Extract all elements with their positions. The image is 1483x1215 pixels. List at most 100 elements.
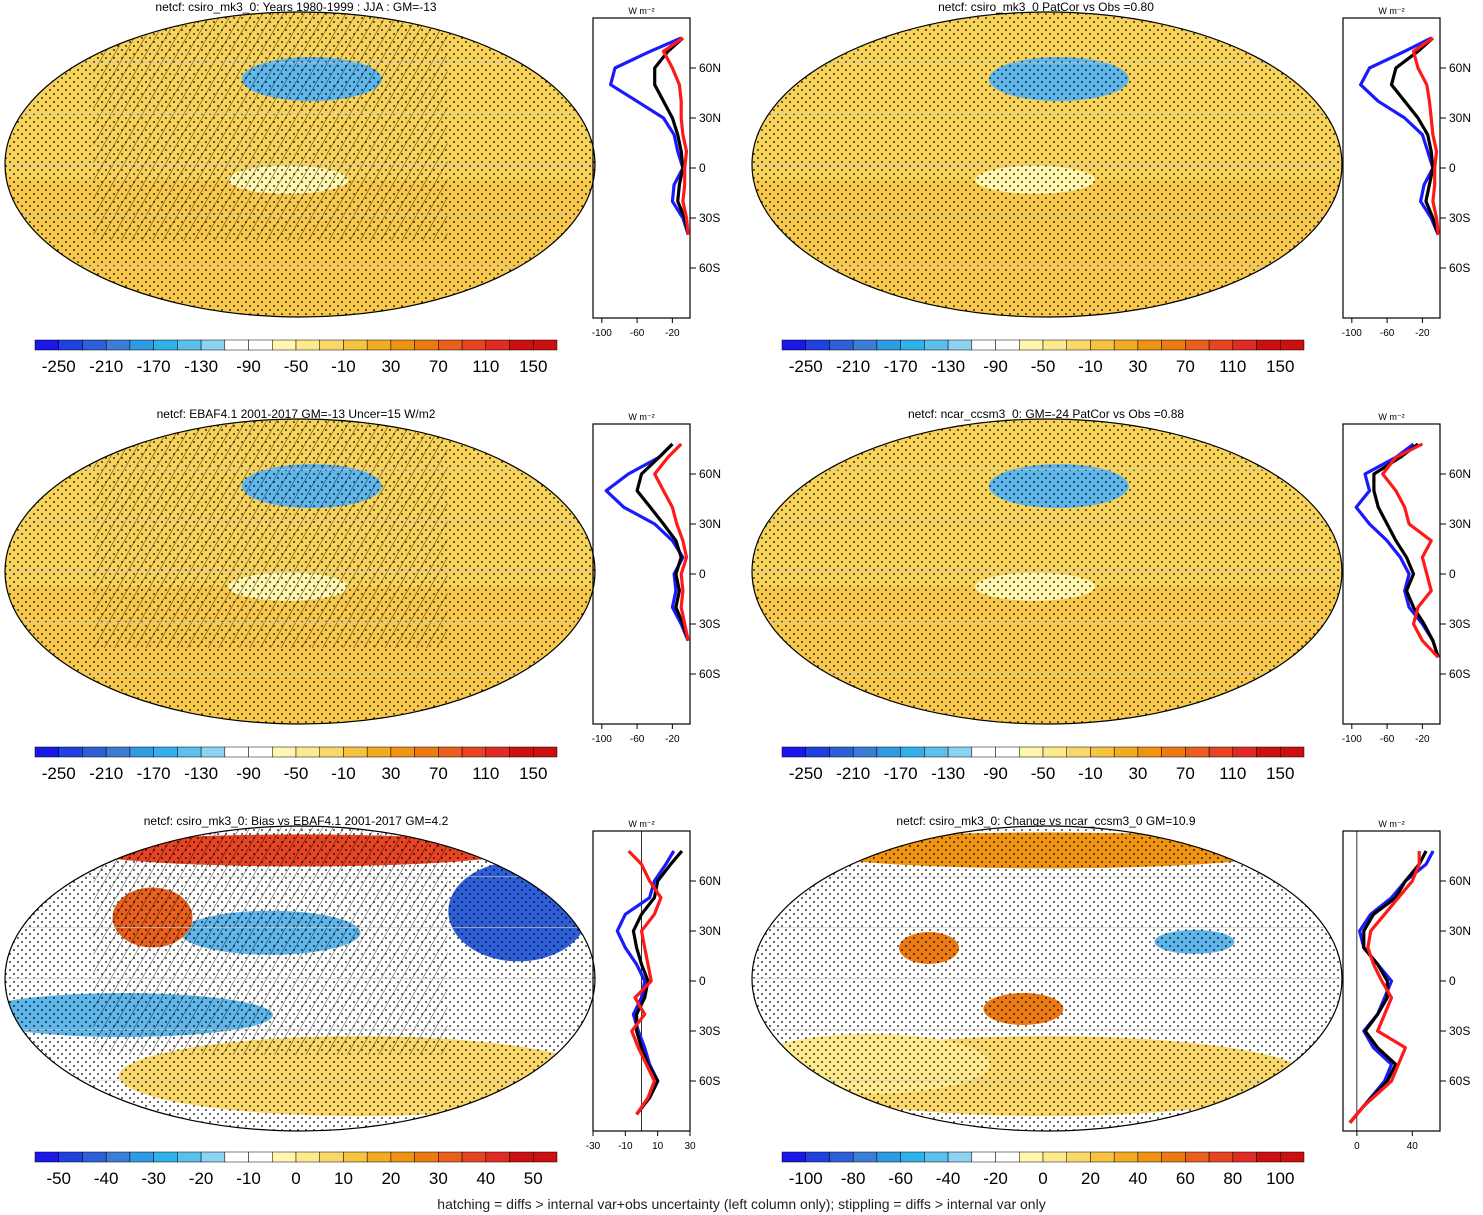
map-field (5, 419, 595, 724)
map-outline (4, 11, 596, 318)
colorbar-label: 110 (1219, 357, 1246, 376)
zonal-series-line (615, 850, 676, 1116)
colorbar-box (1208, 339, 1234, 351)
colorbar-box (34, 339, 59, 351)
colorbar-box (224, 1151, 249, 1163)
colorbar-box (272, 339, 297, 351)
colorbar-box (1019, 746, 1044, 758)
colorbar-label: 30 (429, 1169, 448, 1188)
panel-5: netcf: csiro_mk3_0: Bias vs EBAF4.1 2001… (4, 814, 721, 1188)
colorbar-box (971, 746, 996, 758)
panel-1: netcf: csiro_mk3_0: Years 1980-1999 : JJ… (4, 0, 721, 376)
map-field (752, 419, 1342, 724)
colorbar-box (852, 746, 878, 758)
x-tick-label: -10 (618, 1141, 633, 1152)
colorbar-box (200, 339, 226, 351)
colorbar-box (805, 1151, 830, 1163)
colorbar-box (82, 1151, 107, 1163)
colorbar-box (1208, 1151, 1234, 1163)
colorbar-box (852, 339, 878, 351)
colorbar-box (1256, 339, 1281, 351)
colorbar-label: -20 (189, 1169, 214, 1188)
colorbar-box (82, 746, 107, 758)
map-outline (751, 11, 1343, 318)
colorbar-box (224, 339, 249, 351)
colorbar-label: -20 (983, 1169, 1008, 1188)
map-outline (751, 418, 1343, 725)
colorbar-box (852, 1151, 878, 1163)
colorbar-box (1185, 746, 1210, 758)
colorbar-box (438, 1151, 463, 1163)
colorbar-box (1019, 1151, 1044, 1163)
hatching (93, 419, 448, 648)
x-tick-label: -20 (665, 328, 680, 339)
colorbar-box (343, 746, 368, 758)
colorbar-label: -210 (89, 357, 123, 376)
colorbar-box (414, 746, 439, 758)
colorbar-label: 0 (1038, 1169, 1047, 1188)
panel-4: netcf: ncar_ccsm3_0: GM=-24 PatCor vs Ob… (751, 407, 1471, 783)
colorbar-label: 50 (524, 1169, 543, 1188)
lat-tick-label: 30N (1449, 111, 1471, 125)
lat-tick-label: 60N (699, 467, 721, 481)
lat-tick-label: 60S (1449, 667, 1470, 681)
colorbar-label: 100 (1266, 1169, 1294, 1188)
colorbar-box (1161, 1151, 1186, 1163)
map-outline (4, 418, 596, 725)
zonal-frame (592, 17, 691, 319)
colorbar-box (947, 746, 973, 758)
colorbar-box (343, 1151, 368, 1163)
colorbar-box (1090, 746, 1115, 758)
colorbar-label: -50 (46, 1169, 71, 1188)
x-tick-label: -20 (665, 734, 680, 745)
x-tick-label: -60 (630, 328, 645, 339)
colorbar-box (509, 746, 534, 758)
footnote: hatching = diffs > internal var+obs unce… (437, 1196, 1046, 1212)
colorbar-box (272, 746, 297, 758)
zonal-units: W m⁻² (1378, 6, 1404, 16)
colorbar-box (129, 339, 154, 351)
colorbar-label: -210 (836, 357, 870, 376)
colorbar-label: 70 (429, 764, 448, 783)
colorbar-box (224, 746, 249, 758)
colorbar-box (438, 339, 463, 351)
zonal-frame (1342, 17, 1441, 319)
zonal-series-line (1411, 36, 1440, 235)
colorbar-box (461, 1151, 487, 1163)
x-tick-label: -100 (1342, 328, 1362, 339)
x-tick-label: -60 (630, 734, 645, 745)
colorbar-box (1232, 746, 1257, 758)
colorbar-label: -210 (836, 764, 870, 783)
colorbar-box (34, 1151, 59, 1163)
colorbar-box (34, 746, 59, 758)
colorbar-box (82, 339, 107, 351)
colorbar-label: 0 (291, 1169, 300, 1188)
lat-tick-label: 60S (699, 261, 720, 275)
colorbar-box (947, 339, 973, 351)
zonal-units: W m⁻² (628, 412, 654, 422)
colorbar-box (900, 1151, 925, 1163)
colorbar-label: -90 (236, 357, 261, 376)
colorbar-box (153, 746, 178, 758)
colorbar-box (1066, 1151, 1091, 1163)
zonal-series-line (653, 442, 690, 642)
map-field (752, 826, 1342, 1131)
colorbar-box (153, 339, 178, 351)
x-tick-label: 10 (652, 1141, 664, 1152)
colorbar-box (829, 1151, 854, 1163)
colorbar-label: -40 (94, 1169, 119, 1188)
colorbar-box (924, 339, 949, 351)
colorbar-box (295, 339, 320, 351)
colorbar-label: 150 (1266, 357, 1294, 376)
lat-tick-label: 30N (1449, 924, 1471, 938)
lat-tick-label: 0 (699, 974, 706, 988)
zonal-mean-plot: 60N 30N 0 30S 60S -100 -60 -20 W m⁻² (592, 412, 721, 745)
colorbar-box (319, 746, 344, 758)
zonal-series-line (627, 849, 663, 1116)
lat-tick-label: 60N (1449, 61, 1471, 75)
colorbar-box (58, 1151, 83, 1163)
zonal-series-line (653, 36, 690, 236)
colorbar-box (947, 1151, 973, 1163)
colorbar-box (1137, 746, 1162, 758)
